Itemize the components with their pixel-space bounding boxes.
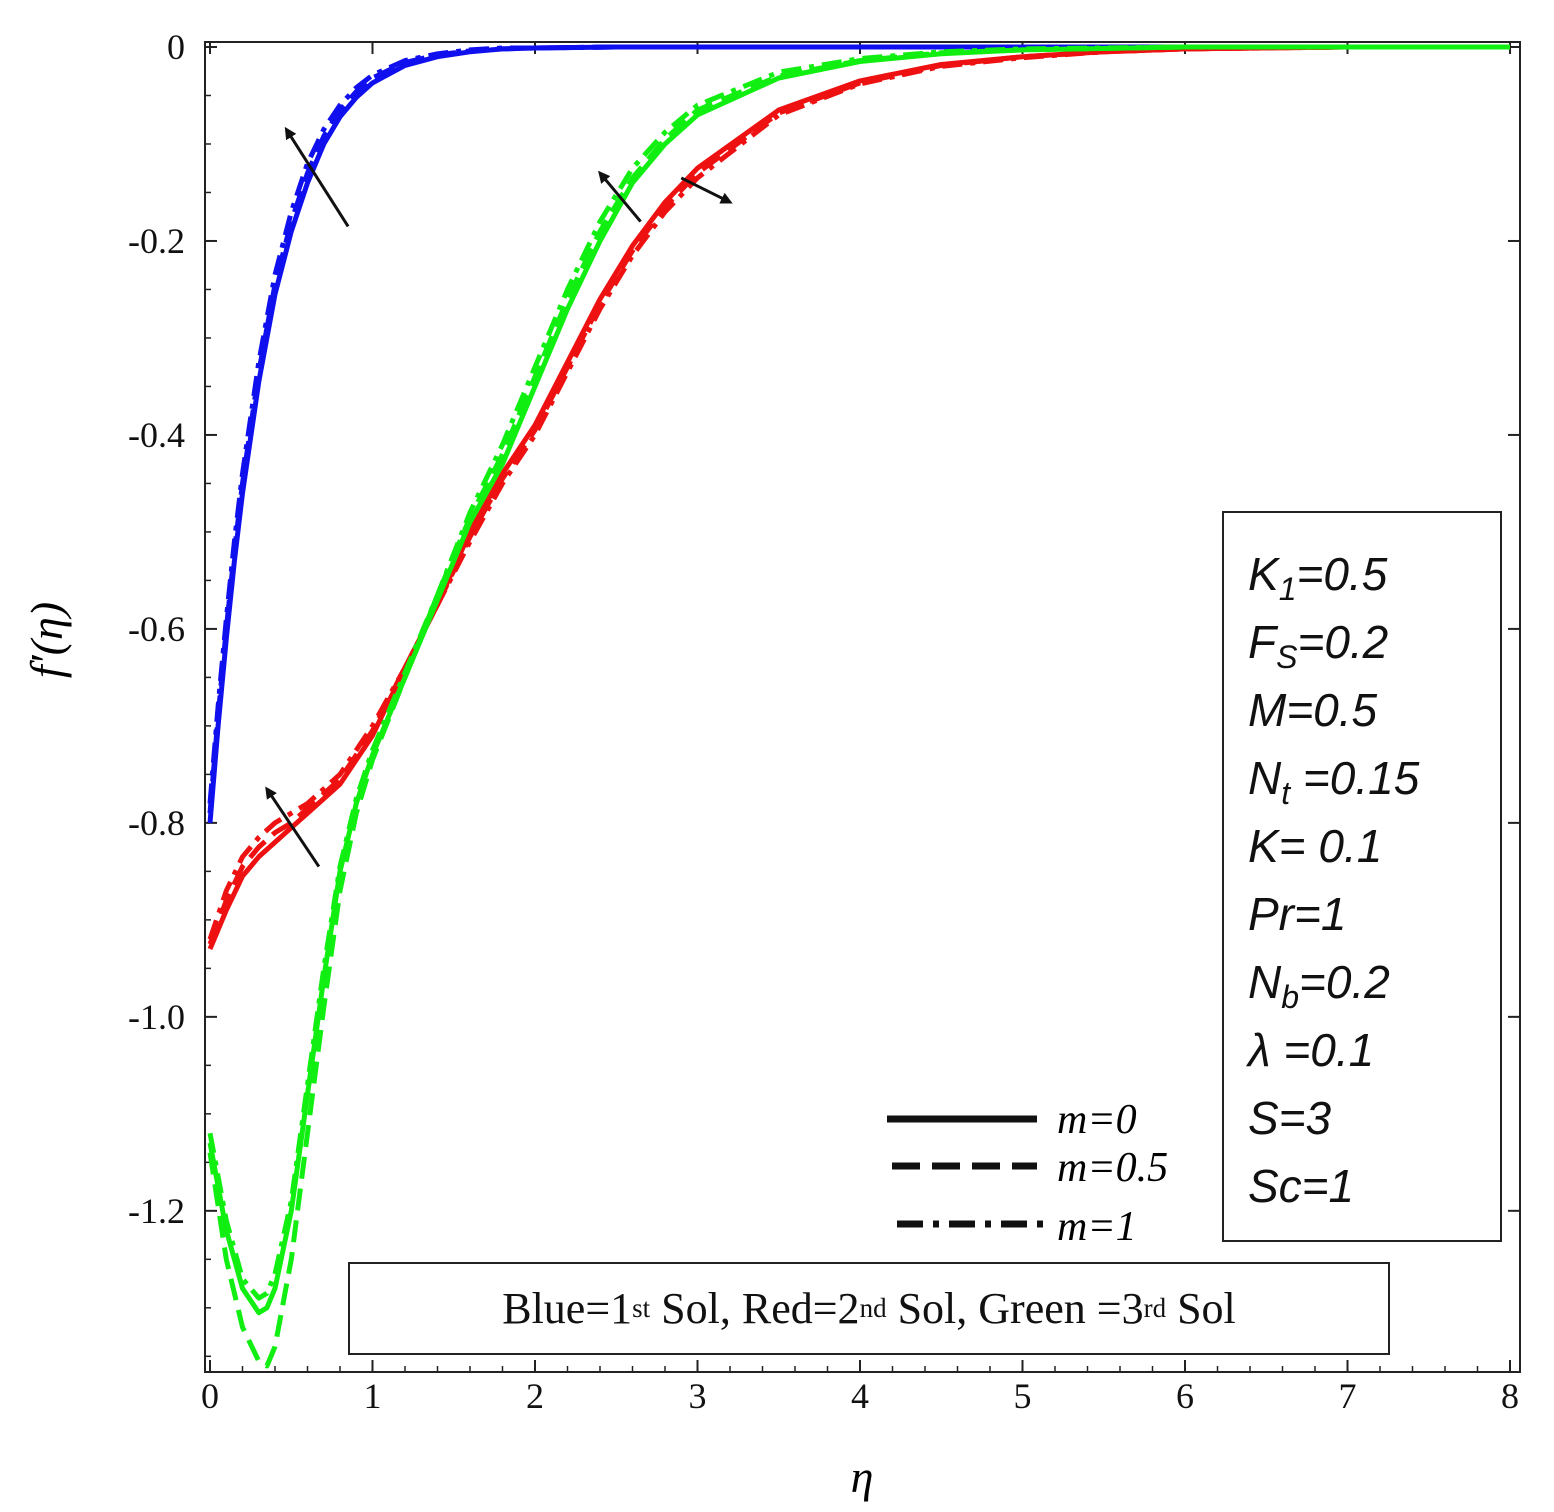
series-line-green-dashdot xyxy=(207,44,1510,1301)
legend-label-m05: m=0.5 xyxy=(1057,1145,1168,1191)
sol-green-tail: Sol xyxy=(1166,1284,1236,1333)
annotation-arrow xyxy=(598,170,642,223)
annotation-arrows xyxy=(265,126,733,868)
x-axis-label: η xyxy=(851,1451,874,1502)
x-tick-label: 6 xyxy=(1176,1376,1194,1416)
param-main: M=0.5 xyxy=(1248,684,1378,736)
param-line: λ =0.1 xyxy=(1248,1027,1374,1073)
param-value: =0.2 xyxy=(1297,616,1389,668)
param-main: Pr=1 xyxy=(1248,888,1347,940)
x-tick-label: 3 xyxy=(689,1376,707,1416)
sol-red-tail: Sol, xyxy=(886,1284,979,1333)
param-line: Sc=1 xyxy=(1248,1163,1354,1209)
y-tick-label: -0.6 xyxy=(128,609,185,649)
param-main: K xyxy=(1248,548,1279,600)
y-tick-label: -1.2 xyxy=(128,1191,185,1231)
x-tick-label: 4 xyxy=(851,1376,869,1416)
y-tick-label: -0.4 xyxy=(128,415,185,455)
param-main: Sc=1 xyxy=(1248,1160,1355,1212)
param-main: N xyxy=(1248,752,1282,804)
sol-blue-sup: st xyxy=(632,1293,651,1323)
param-line: S=3 xyxy=(1248,1095,1331,1141)
series-line-red-dashed xyxy=(207,44,1510,945)
param-line: M=0.5 xyxy=(1248,687,1377,733)
param-main: K= 0.1 xyxy=(1248,820,1383,872)
sol-green-text: Green =3 xyxy=(978,1284,1144,1333)
param-main: λ =0.1 xyxy=(1248,1024,1375,1076)
sol-red-sup: nd xyxy=(859,1293,887,1323)
x-tick-label: 0 xyxy=(201,1376,219,1416)
param-line: Nt =0.15 xyxy=(1248,755,1419,809)
y-axis-label: f′(η) xyxy=(21,602,72,678)
sol-red-text: Red=2 xyxy=(741,1284,860,1333)
solution-legend-box: Blue=1 st Sol, Red=2 nd Sol, Green =3 rd So… xyxy=(348,1262,1390,1355)
param-value: =0.15 xyxy=(1290,752,1420,804)
sol-blue-text: Blue=1 xyxy=(502,1284,633,1333)
series-line-blue-dashed xyxy=(207,44,1510,814)
param-line: FS=0.2 xyxy=(1248,619,1388,673)
sol-green-sup: rd xyxy=(1143,1293,1167,1323)
y-tick-label: -1.0 xyxy=(128,997,185,1037)
axis-ticks: 0 1 2 3 4 5 6 7 8 0 -0.2 -0.4 -0.6 -0.8 -1.0 -1.2 xyxy=(128,27,1520,1416)
series-group xyxy=(207,44,1510,1369)
y-tick-label: -0.2 xyxy=(128,221,185,261)
x-tick-label: 5 xyxy=(1014,1376,1032,1416)
param-value: =0.2 xyxy=(1299,956,1390,1008)
param-value: =0.5 xyxy=(1296,548,1388,600)
y-tick-label: 0 xyxy=(167,27,185,67)
legend: m=0 m=0.5 m=1 xyxy=(887,1097,1168,1250)
annotation-arrow xyxy=(680,176,733,204)
param-sub: t xyxy=(1281,775,1291,811)
param-main: S=3 xyxy=(1248,1092,1332,1144)
annotation-arrow xyxy=(265,786,321,868)
param-sub: b xyxy=(1281,979,1300,1015)
x-tick-label: 2 xyxy=(526,1376,544,1416)
x-tick-label: 1 xyxy=(364,1376,382,1416)
plot-frame xyxy=(204,41,1521,1373)
param-main: F xyxy=(1248,616,1277,668)
param-line: Nb=0.2 xyxy=(1248,959,1390,1013)
param-sub: 1 xyxy=(1278,571,1297,607)
legend-label-m1: m=1 xyxy=(1057,1204,1137,1250)
parameters-box: K1=0.5 FS=0.2 M=0.5 Nt =0.15 K= 0.1 Pr=1 Nb=0.… xyxy=(1222,511,1502,1242)
param-sub: S xyxy=(1276,639,1298,675)
series-line-red-dashdot xyxy=(207,44,1510,941)
x-tick-label: 8 xyxy=(1501,1376,1519,1416)
series-line-blue-dashdot xyxy=(207,44,1510,804)
param-line: Pr=1 xyxy=(1248,891,1346,937)
legend-label-m0: m=0 xyxy=(1057,1097,1137,1143)
annotation-arrow xyxy=(284,126,350,228)
param-main: N xyxy=(1248,956,1282,1008)
param-line: K= 0.1 xyxy=(1248,823,1382,869)
param-line: K1=0.5 xyxy=(1248,551,1387,605)
y-tick-label: -0.8 xyxy=(128,803,185,843)
x-tick-label: 7 xyxy=(1339,1376,1357,1416)
sol-blue-tail: Sol, xyxy=(650,1284,742,1333)
